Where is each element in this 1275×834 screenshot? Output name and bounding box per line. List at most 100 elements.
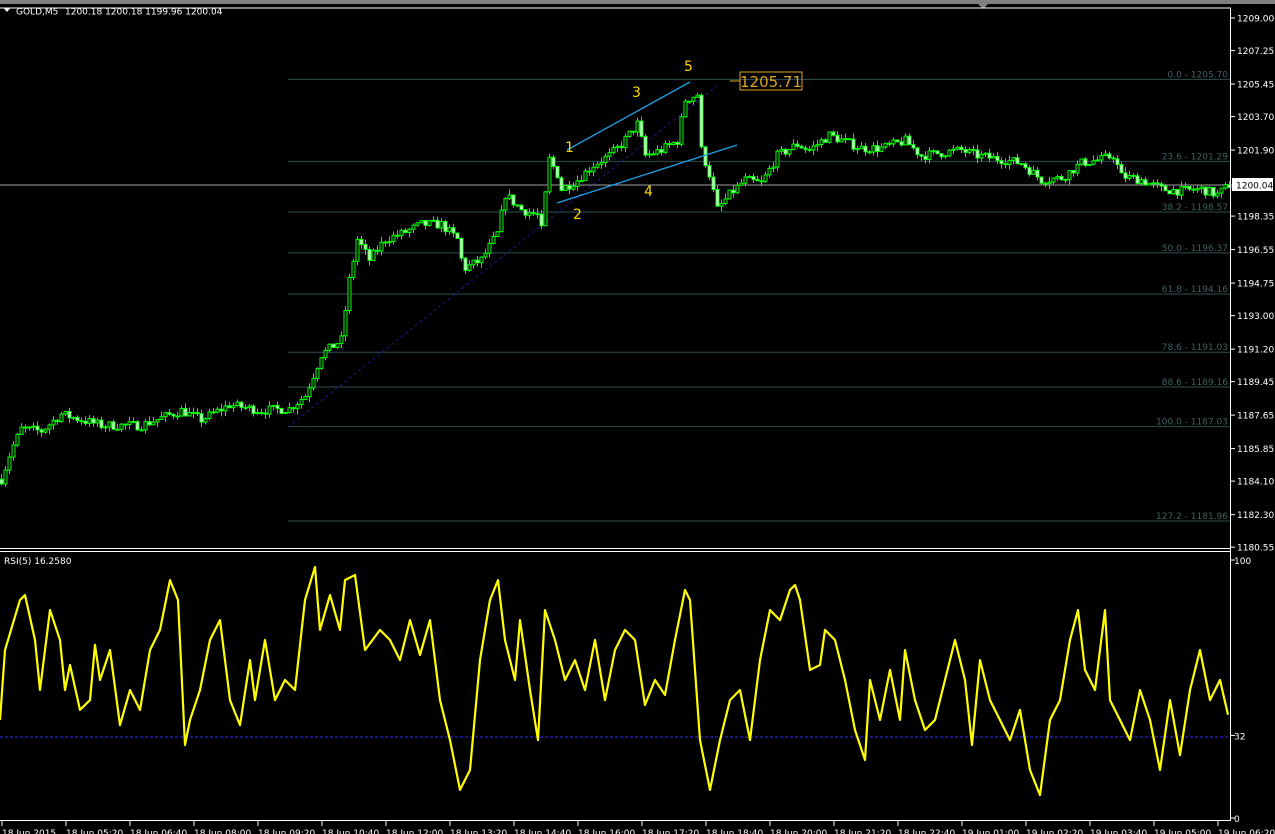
price-pane[interactable]: 0.0 - 1205.70 23.6 - 1201.29 38.2 - 1198.5…	[0, 59, 1232, 522]
candle	[91, 415, 96, 427]
candle	[803, 145, 808, 153]
candle-body	[483, 252, 488, 258]
candle-body	[235, 401, 240, 407]
candle	[919, 153, 924, 161]
candle-body	[867, 151, 872, 154]
time-tick-label: 19 Jun 05:00	[1154, 829, 1211, 834]
candle-body	[1091, 160, 1096, 165]
candle	[859, 141, 864, 150]
channel-upper-line[interactable]	[566, 81, 691, 151]
candle	[891, 137, 896, 147]
candle	[875, 140, 880, 157]
candle	[819, 137, 824, 148]
candle-body	[775, 150, 780, 168]
candle	[411, 223, 416, 234]
candle-body	[231, 405, 236, 409]
candle-body	[411, 224, 416, 230]
candle-body	[383, 241, 388, 244]
candle	[735, 182, 740, 195]
candle	[839, 134, 844, 143]
candle-body	[1115, 158, 1120, 166]
rsi-pane[interactable]	[0, 565, 1230, 797]
candle	[975, 144, 980, 164]
candle	[979, 151, 984, 162]
time-tick-label: 18 Jun 05:20	[66, 829, 123, 834]
candle-body	[615, 145, 620, 149]
candle	[655, 145, 660, 156]
fibonacci-retracement[interactable]: 0.0 - 1205.70 23.6 - 1201.29 38.2 - 1198.5…	[288, 70, 1230, 522]
candle	[879, 143, 884, 153]
time-tick-label: 18 Jun 06:40	[130, 829, 187, 834]
candle	[51, 416, 56, 430]
candle-body	[667, 143, 672, 146]
candle-body	[1147, 182, 1152, 186]
candle	[1035, 167, 1040, 181]
candle-body	[811, 145, 816, 151]
candle-body	[95, 419, 100, 424]
candle-body	[151, 421, 156, 426]
candle	[315, 367, 320, 382]
candle	[87, 415, 92, 427]
time-tick-label: 18 Jun 14:40	[514, 829, 571, 834]
candle-body	[1135, 175, 1140, 185]
candle-body	[975, 149, 980, 159]
candle	[295, 401, 300, 415]
candle-body	[315, 367, 320, 379]
candle-body	[635, 120, 640, 133]
fibo-trend-line[interactable]	[287, 84, 719, 428]
high-price-label-box[interactable]	[739, 71, 803, 91]
candle-body	[943, 155, 948, 158]
candle	[791, 139, 796, 151]
candle-body	[1027, 167, 1032, 175]
candle-body	[147, 421, 152, 426]
candle	[571, 182, 576, 191]
candle-body	[627, 130, 632, 137]
candle	[383, 240, 388, 247]
candle-body	[963, 149, 968, 153]
candle	[539, 210, 544, 230]
candle-body	[171, 413, 176, 417]
candle-body	[951, 148, 956, 151]
candle	[551, 155, 556, 170]
price-tick-label: 1184.10	[1237, 478, 1274, 488]
candle-body	[843, 138, 848, 141]
candle-body	[87, 418, 92, 424]
candle	[547, 153, 552, 195]
rsi-axis[interactable]: 100 32 0	[1231, 557, 1251, 825]
candle-body	[955, 146, 960, 150]
candle-body	[515, 204, 520, 207]
candle	[103, 424, 108, 433]
candle	[575, 175, 580, 191]
candle-body	[999, 160, 1004, 165]
collapse-triangle-icon[interactable]	[4, 8, 10, 13]
candle-body	[1039, 176, 1044, 184]
candle	[691, 96, 696, 105]
candle	[915, 147, 920, 159]
chart-shift-marker-icon[interactable]	[978, 4, 988, 9]
candle-body	[255, 412, 260, 415]
candle	[1091, 155, 1096, 166]
candle-body	[75, 416, 80, 422]
candle-body	[851, 138, 856, 150]
candle-body	[695, 94, 700, 98]
candle	[291, 406, 296, 413]
candle	[131, 417, 136, 424]
candle	[1203, 186, 1208, 199]
time-axis[interactable]: 18 Jun 2015 18 Jun 05:20 18 Jun 06:40 18 Ju…	[1, 821, 1275, 834]
channel-lower-line[interactable]	[556, 144, 738, 204]
candle-body	[579, 180, 584, 183]
candle-body	[211, 411, 216, 414]
candle	[3, 465, 8, 487]
candle-body	[1171, 189, 1176, 195]
price-axis[interactable]: 1209.00 1207.25 1205.45 1203.70 1201.90 1198.…	[1231, 15, 1274, 554]
candle-body	[263, 412, 268, 415]
candle-body	[427, 220, 432, 226]
candle-body	[1079, 158, 1084, 165]
candle-body	[7, 456, 12, 471]
candle-body	[175, 415, 180, 418]
candle-body	[127, 421, 132, 425]
candle-body	[1155, 182, 1160, 185]
candle-body	[287, 407, 292, 414]
candle-body	[1019, 163, 1024, 166]
